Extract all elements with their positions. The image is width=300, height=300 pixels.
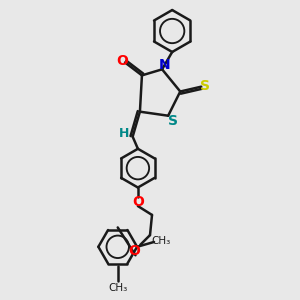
Text: O: O <box>132 195 144 209</box>
Text: H: H <box>118 127 129 140</box>
Text: O: O <box>129 244 141 258</box>
Text: S: S <box>200 79 210 93</box>
Text: CH₃: CH₃ <box>151 236 170 246</box>
Text: CH₃: CH₃ <box>108 283 128 293</box>
Text: O: O <box>116 54 128 68</box>
Text: S: S <box>168 114 178 128</box>
Text: N: N <box>159 58 171 72</box>
